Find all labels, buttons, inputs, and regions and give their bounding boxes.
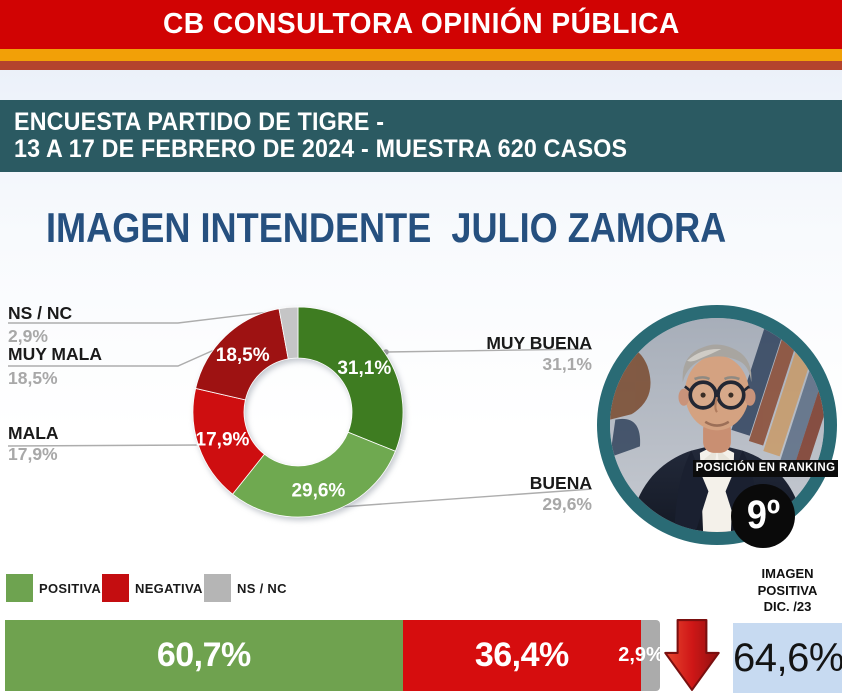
legend-swatch-ns-nc xyxy=(204,574,231,602)
callout-ns-nc-label: NS / NC xyxy=(8,303,73,323)
donut-slice-value: 18,5% xyxy=(216,345,270,366)
survey-banner: ENCUESTA PARTIDO DE TIGRE - 13 A 17 DE F… xyxy=(0,100,842,172)
julio-zamora-portrait xyxy=(610,318,824,532)
callout-muy-buena-value: 31,1% xyxy=(542,354,592,374)
trend-down-arrow-icon xyxy=(664,619,720,691)
consultora-header: CB CONSULTORA OPINIÓN PÚBLICA xyxy=(0,0,842,49)
callout-buena-label: BUENA xyxy=(529,473,592,493)
candidate-photo xyxy=(597,305,837,545)
donut-svg: 31,1% 29,6% 17,9% 18,5% xyxy=(7,306,593,518)
leader-line-ns-nc xyxy=(8,309,287,324)
comparison-title-line1: IMAGEN xyxy=(761,566,814,581)
bar-value-negativa: 36,4% xyxy=(474,636,569,674)
legend-swatch-positiva xyxy=(6,574,33,602)
bar-segment-ns-nc xyxy=(640,620,660,691)
legend-swatch-negativa xyxy=(102,574,129,602)
leader-line-buena xyxy=(325,488,593,509)
approval-donut-chart: 31,1% 29,6% 17,9% 18,5% NS / NC 2,9% MUY MA… xyxy=(0,280,600,570)
callout-muy-buena-label: MUY BUENA xyxy=(486,333,592,353)
callout-muy-mala-value: 18,5% xyxy=(8,368,58,388)
donut-slice-ns-nc xyxy=(278,306,299,360)
callout-buena-value: 29,6% xyxy=(542,494,592,514)
legend-label-negativa: NEGATIVA xyxy=(135,581,203,596)
donut-slices: 31,1% 29,6% 17,9% 18,5% xyxy=(192,306,404,518)
legend-label-positiva: POSITIVA xyxy=(39,581,102,596)
bar-value-positiva: 60,7% xyxy=(156,636,251,674)
bar-segment-positiva: 60,7% xyxy=(5,620,403,691)
donut-slice-value: 29,6% xyxy=(291,480,345,501)
callout-ns-nc-value: 2,9% xyxy=(8,326,48,346)
comparison-title-line2: POSITIVA xyxy=(757,582,818,598)
leader-line-muy-buena xyxy=(385,348,593,353)
donut-slice-muy-buena xyxy=(297,306,404,452)
ranking-value: 9º xyxy=(746,493,780,537)
comparison-value: 64,6% xyxy=(733,636,842,680)
donut-slice-value: 17,9% xyxy=(196,429,250,450)
page-title: IMAGEN INTENDENTE JULIO ZAMORA xyxy=(46,204,727,251)
comparison-title: IMAGEN POSITIVA DIC. /23 xyxy=(733,566,842,616)
donut-slice-buena xyxy=(232,431,396,518)
bar-value-ns-nc: 2,9% xyxy=(618,644,664,666)
ranking-label: POSICIÓN EN RANKING xyxy=(693,460,838,477)
consultora-title: CB CONSULTORA OPINIÓN PÚBLICA xyxy=(162,8,680,40)
comparison-title-line3: DIC. /23 xyxy=(763,599,812,614)
leader-line-mala xyxy=(7,444,202,447)
donut-slice-value: 31,1% xyxy=(337,358,391,379)
legend-label-ns-nc: NS / NC xyxy=(237,581,287,596)
summary-bar: 60,7% 36,4% 2,9% xyxy=(5,620,664,691)
flag-stripe-dark-red xyxy=(0,61,842,70)
callout-mala-value: 17,9% xyxy=(8,444,58,464)
bar-segment-negativa: 36,4% xyxy=(402,620,641,691)
ranking-badge: 9º xyxy=(731,484,795,548)
banner-line2: 13 A 17 DE FEBRERO DE 2024 - MUESTRA 620… xyxy=(14,135,628,163)
flag-stripe-orange xyxy=(0,49,842,61)
comparison-value-box: 64,6% xyxy=(733,623,842,693)
banner-line1: ENCUESTA PARTIDO DE TIGRE - xyxy=(14,108,385,136)
callout-mala-label: MALA xyxy=(8,423,59,443)
callout-muy-mala-label: MUY MALA xyxy=(8,344,102,364)
